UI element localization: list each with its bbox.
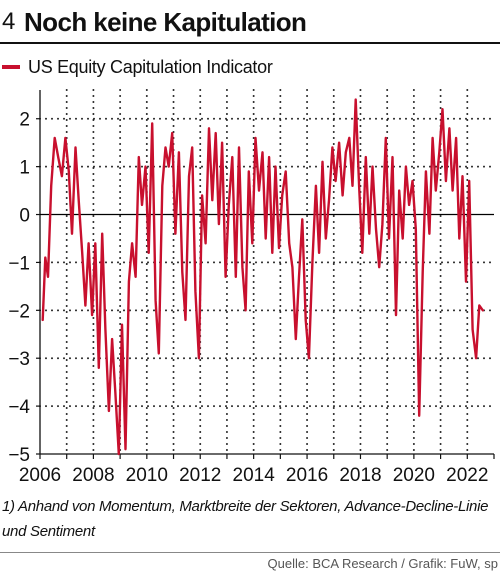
y-tick-label: −4 xyxy=(8,397,30,418)
source-separator xyxy=(0,552,500,553)
x-tick-label: 2016 xyxy=(286,465,328,486)
y-tick-label: −3 xyxy=(8,349,30,370)
series-line xyxy=(41,98,484,456)
y-tick-label: −2 xyxy=(8,301,30,322)
legend: US Equity Capitulation Indicator xyxy=(2,56,273,78)
y-tick-label: 2 xyxy=(19,110,30,131)
x-tick-label: 2008 xyxy=(72,465,114,486)
y-tick-label: −1 xyxy=(8,253,30,274)
x-tick-label: 2006 xyxy=(19,465,61,486)
x-tick-label: 2020 xyxy=(393,465,435,486)
series-layer xyxy=(41,98,484,456)
x-tick-label: 2014 xyxy=(233,465,276,486)
y-tick-label: −5 xyxy=(8,445,30,466)
legend-label: US Equity Capitulation Indicator xyxy=(28,56,273,77)
y-tick-label: 0 xyxy=(19,206,30,227)
y-tick-label: 1 xyxy=(19,158,30,179)
source-credit: Quelle: BCA Research / Grafik: FuW, sp xyxy=(267,556,498,571)
chart-title: Noch keine Kapitulation xyxy=(24,7,307,37)
footnote: 1) Anhand von Momentum, Marktbreite der … xyxy=(2,498,489,540)
x-tick-label: 2022 xyxy=(446,465,488,486)
chart-header: 4 Noch keine Kapitulation xyxy=(0,6,500,40)
legend-swatch xyxy=(2,65,20,69)
x-tick-label: 2010 xyxy=(126,465,168,486)
x-tick-label: 2012 xyxy=(179,465,221,486)
chart-number: 4 xyxy=(2,8,16,35)
title-rule xyxy=(0,42,500,44)
x-tick-label: 2018 xyxy=(339,465,381,486)
